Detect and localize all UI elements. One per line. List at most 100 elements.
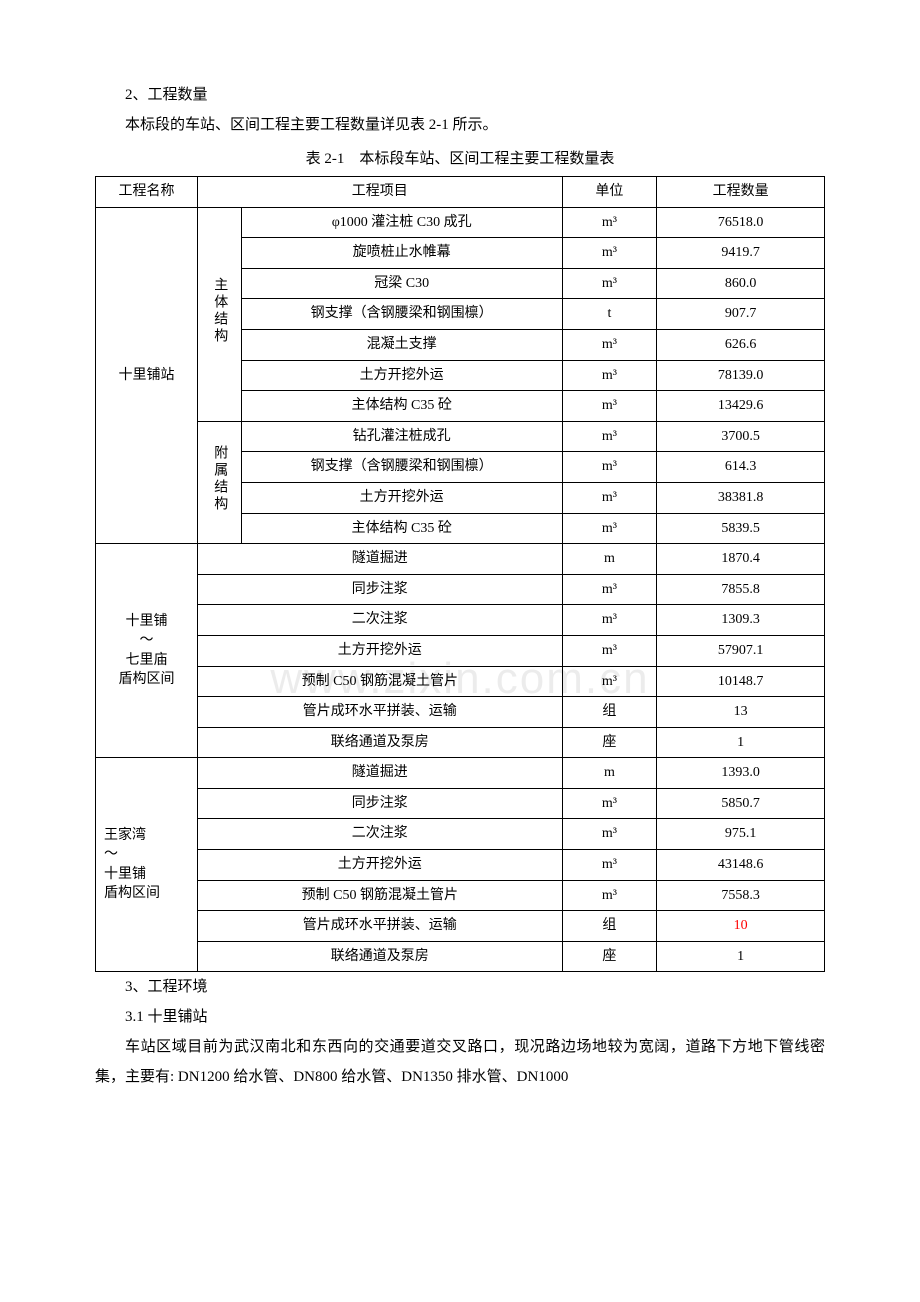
heading-station: 3.1 十里铺站	[95, 1002, 825, 1032]
cell-sub-aux: 附属结构	[198, 421, 242, 543]
cell-qty: 9419.7	[657, 238, 825, 269]
cell-unit: m	[562, 544, 657, 575]
cell-item: 土方开挖外运	[198, 850, 563, 881]
cell-qty: 7855.8	[657, 574, 825, 605]
cell-qty: 5850.7	[657, 788, 825, 819]
cell-unit: m³	[562, 880, 657, 911]
table-row: 同步注浆 m³ 7855.8	[96, 574, 825, 605]
table-row: 十里铺站 主体结构 φ1000 灌注桩 C30 成孔 m³ 76518.0	[96, 207, 825, 238]
cell-qty: 38381.8	[657, 482, 825, 513]
cell-unit: m³	[562, 207, 657, 238]
cell-unit: m	[562, 758, 657, 789]
cell-project-name: 十里铺站	[96, 207, 198, 544]
cell-item: 预制 C50 钢筋混凝土管片	[198, 666, 563, 697]
cell-unit: m³	[562, 360, 657, 391]
cell-unit: m³	[562, 850, 657, 881]
cell-qty: 626.6	[657, 329, 825, 360]
cell-item: 钢支撑（含钢腰梁和钢围檩）	[241, 299, 562, 330]
table-row: 管片成环水平拼装、运输 组 13	[96, 697, 825, 728]
cell-item: 联络通道及泵房	[198, 727, 563, 758]
cell-item: 预制 C50 钢筋混凝土管片	[198, 880, 563, 911]
cell-qty: 10148.7	[657, 666, 825, 697]
heading-quantity: 2、工程数量	[95, 80, 825, 110]
cell-item: 主体结构 C35 砼	[241, 391, 562, 422]
cell-unit: m³	[562, 482, 657, 513]
cell-qty: 13429.6	[657, 391, 825, 422]
cell-qty: 10	[657, 911, 825, 942]
cell-unit: m³	[562, 819, 657, 850]
cell-item: 土方开挖外运	[241, 360, 562, 391]
table-row: 土方开挖外运 m³ 43148.6	[96, 850, 825, 881]
cell-qty: 614.3	[657, 452, 825, 483]
cell-qty: 43148.6	[657, 850, 825, 881]
cell-item: 同步注浆	[198, 788, 563, 819]
table-row: 二次注浆 m³ 975.1	[96, 819, 825, 850]
cell-qty: 1870.4	[657, 544, 825, 575]
cell-qty: 13	[657, 697, 825, 728]
table-caption: 表 2-1 本标段车站、区间工程主要工程数量表	[95, 144, 825, 174]
table-row: 预制 C50 钢筋混凝土管片 m³ 7558.3	[96, 880, 825, 911]
cell-item: 隧道掘进	[198, 544, 563, 575]
cell-qty: 1	[657, 941, 825, 972]
cell-item: φ1000 灌注桩 C30 成孔	[241, 207, 562, 238]
table-row: 十里铺～七里庙盾构区间 隧道掘进 m 1870.4	[96, 544, 825, 575]
cell-item: 钻孔灌注桩成孔	[241, 421, 562, 452]
cell-unit: m³	[562, 391, 657, 422]
cell-item: 旋喷桩止水帷幕	[241, 238, 562, 269]
cell-item: 钢支撑（含钢腰梁和钢围檩）	[241, 452, 562, 483]
cell-unit: m³	[562, 513, 657, 544]
cell-unit: m³	[562, 605, 657, 636]
cell-unit: m³	[562, 574, 657, 605]
cell-unit: m³	[562, 666, 657, 697]
para-env-body: 车站区域目前为武汉南北和东西向的交通要道交叉路口，现况路边场地较为宽阔，道路下方…	[95, 1032, 825, 1092]
cell-item: 二次注浆	[198, 605, 563, 636]
table-row: 预制 C50 钢筋混凝土管片 m³ 10148.7	[96, 666, 825, 697]
table-row: 管片成环水平拼装、运输 组 10	[96, 911, 825, 942]
cell-item: 土方开挖外运	[198, 635, 563, 666]
cell-unit: m³	[562, 635, 657, 666]
cell-sub-main: 主体结构	[198, 207, 242, 421]
cell-item: 二次注浆	[198, 819, 563, 850]
table-header-row: 工程名称 工程项目 单位 工程数量	[96, 177, 825, 208]
table-row: 二次注浆 m³ 1309.3	[96, 605, 825, 636]
cell-unit: t	[562, 299, 657, 330]
cell-item: 主体结构 C35 砼	[241, 513, 562, 544]
cell-item: 同步注浆	[198, 574, 563, 605]
cell-qty: 7558.3	[657, 880, 825, 911]
cell-qty: 907.7	[657, 299, 825, 330]
cell-qty: 76518.0	[657, 207, 825, 238]
cell-qty: 78139.0	[657, 360, 825, 391]
cell-unit: m³	[562, 421, 657, 452]
cell-item: 土方开挖外运	[241, 482, 562, 513]
th-qty: 工程数量	[657, 177, 825, 208]
table-row: 王家湾～十里铺盾构区间 隧道掘进 m 1393.0	[96, 758, 825, 789]
cell-item: 联络通道及泵房	[198, 941, 563, 972]
th-name: 工程名称	[96, 177, 198, 208]
cell-unit: m³	[562, 268, 657, 299]
cell-qty: 57907.1	[657, 635, 825, 666]
cell-qty: 3700.5	[657, 421, 825, 452]
cell-item: 隧道掘进	[198, 758, 563, 789]
table-row: 联络通道及泵房 座 1	[96, 941, 825, 972]
cell-qty: 975.1	[657, 819, 825, 850]
cell-unit: 座	[562, 941, 657, 972]
cell-project-name: 十里铺～七里庙盾构区间	[96, 544, 198, 758]
para-intro: 本标段的车站、区间工程主要工程数量详见表 2-1 所示。	[95, 110, 825, 140]
cell-unit: m³	[562, 329, 657, 360]
table-row: 附属结构 钻孔灌注桩成孔 m³ 3700.5	[96, 421, 825, 452]
cell-qty: 1393.0	[657, 758, 825, 789]
table-row: 土方开挖外运 m³ 57907.1	[96, 635, 825, 666]
quantity-table: 工程名称 工程项目 单位 工程数量 十里铺站 主体结构 φ1000 灌注桩 C3…	[95, 176, 825, 972]
cell-unit: 组	[562, 697, 657, 728]
cell-qty: 860.0	[657, 268, 825, 299]
cell-item: 管片成环水平拼装、运输	[198, 697, 563, 728]
table-row: 联络通道及泵房 座 1	[96, 727, 825, 758]
cell-item: 冠梁 C30	[241, 268, 562, 299]
cell-unit: m³	[562, 452, 657, 483]
table-row: 同步注浆 m³ 5850.7	[96, 788, 825, 819]
cell-project-name: 王家湾～十里铺盾构区间	[96, 758, 198, 972]
cell-qty: 1	[657, 727, 825, 758]
cell-item: 混凝土支撑	[241, 329, 562, 360]
cell-unit: m³	[562, 238, 657, 269]
th-unit: 单位	[562, 177, 657, 208]
